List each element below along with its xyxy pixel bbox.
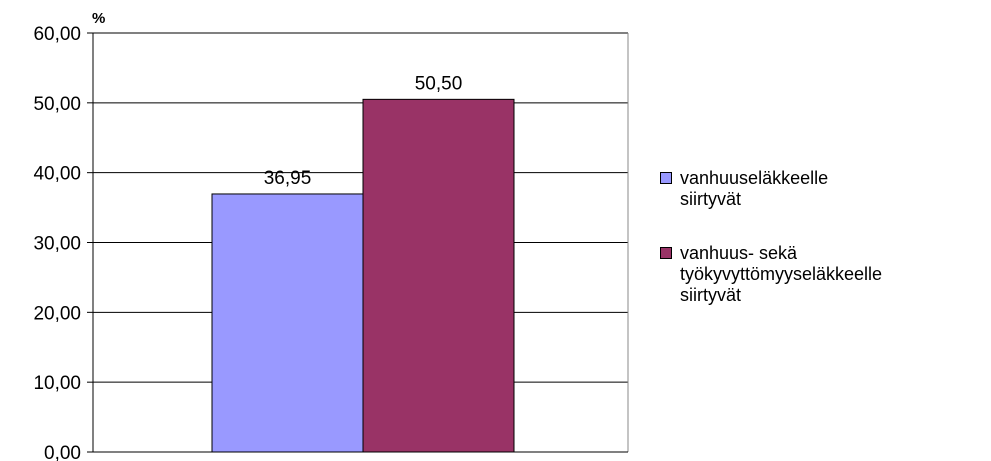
y-tick-label: 40,00: [33, 164, 81, 185]
legend-label-1: vanhuuseläkkeelle siirtyvät: [680, 168, 829, 209]
data-labels: 36,95 50,50: [264, 73, 463, 189]
y-tick-label: 20,00: [33, 303, 81, 324]
y-tick-label: 50,00: [33, 94, 81, 115]
legend-label-2: vanhuus- sekä työkyvyttömyyseläkkeelle s…: [680, 243, 883, 305]
y-tick-label: 10,00: [33, 373, 81, 394]
y-tick-label: 0,00: [44, 443, 81, 461]
data-label-1: 36,95: [264, 168, 312, 189]
y-tick-labels: 0,00 10,00 20,00 30,00 40,00 50,00 60,00: [33, 24, 81, 461]
axes: [87, 32, 628, 453]
bar-1: [211, 193, 364, 453]
bar-2: [362, 98, 515, 453]
y-tick-label: 30,00: [33, 234, 81, 255]
legend: vanhuuseläkkeelle siirtyvät vanhuus- sek…: [660, 168, 980, 339]
legend-item: vanhuus- sekä työkyvyttömyyseläkkeelle s…: [660, 243, 980, 306]
data-label-2: 50,50: [415, 73, 463, 94]
legend-item: vanhuuseläkkeelle siirtyvät: [660, 168, 980, 210]
bars: [211, 98, 515, 453]
y-unit-label: %: [92, 10, 105, 27]
legend-swatch-1: [660, 172, 672, 184]
y-tick-label: 60,00: [33, 24, 81, 45]
legend-swatch-2: [660, 247, 672, 259]
